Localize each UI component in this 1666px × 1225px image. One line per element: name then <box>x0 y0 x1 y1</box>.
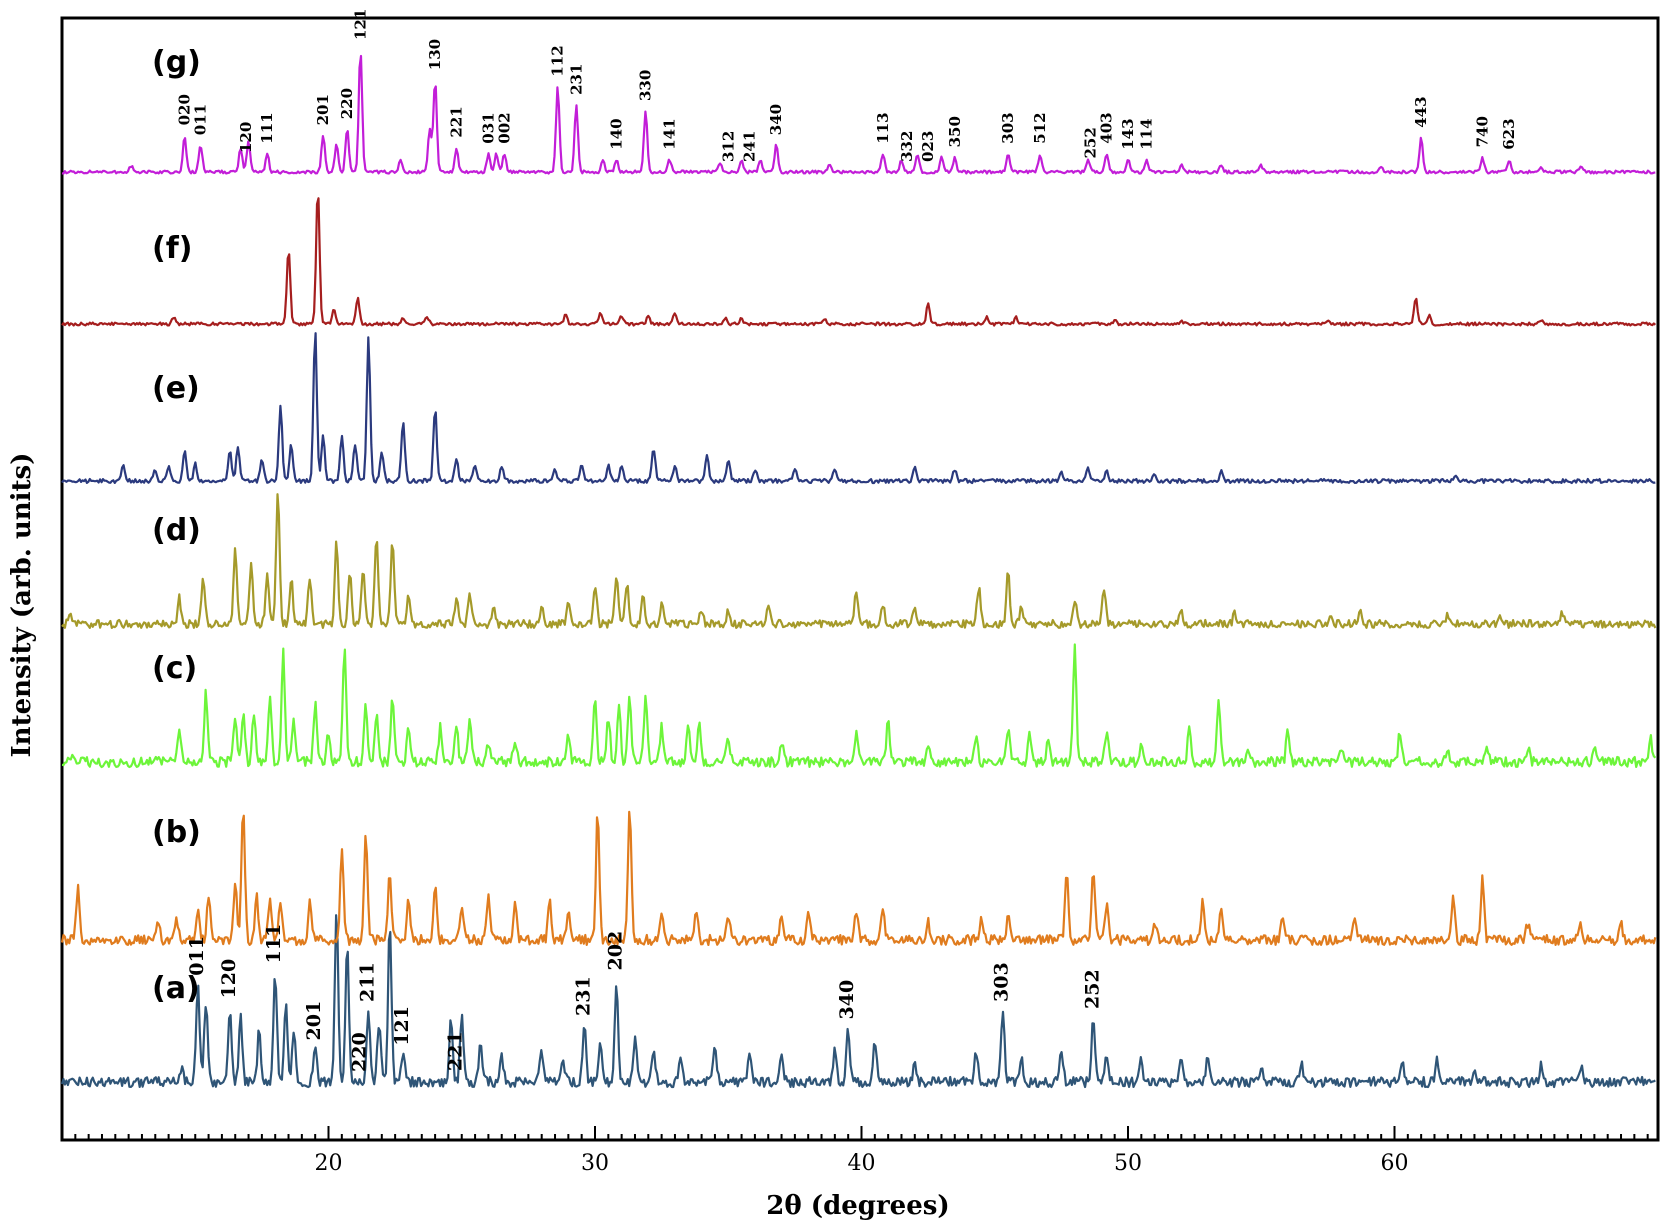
series-line-e <box>61 332 1656 485</box>
peak-annotation: 623 <box>1500 118 1518 149</box>
series-label-f: (f) <box>152 231 192 266</box>
peak-annotation: 201 <box>314 94 332 125</box>
peak-annotation: 113 <box>874 112 892 143</box>
peak-annotation: 121 <box>352 9 370 40</box>
x-tick-label: 30 <box>581 1151 609 1176</box>
peak-annotation: 340 <box>836 980 858 1020</box>
peak-annotation: 312 <box>719 131 737 162</box>
peak-annotation: 112 <box>549 45 567 76</box>
peak-annotation: 120 <box>218 959 240 999</box>
peak-annotation: 332 <box>898 131 916 162</box>
peak-annotation: 201 <box>303 1001 325 1041</box>
peak-annotation: 330 <box>637 70 655 101</box>
peak-annotation: 403 <box>1098 112 1116 143</box>
peak-annotation: 020 <box>176 94 194 125</box>
peak-annotation: 350 <box>946 116 964 147</box>
series-line-f <box>61 197 1657 327</box>
peak-annotation: 740 <box>1473 116 1491 147</box>
x-axis-title: 2θ (degrees) <box>766 1191 949 1221</box>
peak-annotation: 231 <box>572 976 594 1016</box>
series-label-e: (e) <box>152 371 200 406</box>
series-line-g <box>61 54 1656 175</box>
peak-annotation: 221 <box>444 1031 466 1071</box>
peak-annotation: 011 <box>186 936 208 976</box>
series-label-a: (a) <box>152 971 200 1006</box>
peak-annotation: 221 <box>447 106 465 137</box>
series-label-b: (b) <box>152 815 201 850</box>
peak-annotation: 241 <box>741 131 759 162</box>
peak-annotation: 121 <box>391 1006 413 1046</box>
peak-annotation: 220 <box>349 1032 371 1072</box>
series-line-d <box>61 493 1657 630</box>
x-tick-label: 40 <box>848 1151 876 1176</box>
peak-annotation: 023 <box>919 131 937 162</box>
x-tick-label: 50 <box>1114 1151 1142 1176</box>
peak-annotation: 143 <box>1119 118 1137 149</box>
peak-annotation: 252 <box>1082 127 1100 158</box>
peak-annotation: 443 <box>1412 96 1430 127</box>
x-axis-ticks: 20 30 40 50 60 <box>74 1126 1649 1176</box>
x-tick-label: 20 <box>315 1151 343 1176</box>
peak-annotation: 202 <box>604 931 626 971</box>
x-tick-label: 60 <box>1381 1151 1409 1176</box>
series-line-c <box>61 643 1657 769</box>
peak-annotation: 211 <box>357 962 379 1002</box>
peak-annotation: 011 <box>192 104 210 135</box>
peak-annotation: 220 <box>338 88 356 119</box>
peak-annotation: 130 <box>426 39 444 70</box>
peak-annotation: 141 <box>661 118 679 149</box>
peak-annotation: 002 <box>495 112 513 143</box>
peak-annotation: 231 <box>567 64 585 95</box>
series-label-c: (c) <box>152 651 197 686</box>
peak-annotation: 114 <box>1138 118 1156 149</box>
peak-annotation: 140 <box>607 118 625 149</box>
series-label-d: (d) <box>152 513 201 548</box>
peak-annotation: 120 <box>237 122 255 153</box>
series-line-a <box>60 914 1656 1089</box>
series-label-g: (g) <box>152 45 201 80</box>
peak-annotation: 252 <box>1081 969 1103 1009</box>
peak-annotation: 111 <box>263 924 285 964</box>
series-layer <box>60 54 1657 1089</box>
series-line-b <box>60 810 1657 947</box>
y-axis-title: Intensity (arb. units) <box>7 453 37 758</box>
peak-annotation: 512 <box>1031 112 1049 143</box>
peak-annotation: 031 <box>479 112 497 143</box>
plot-frame <box>60 16 1660 1142</box>
peak-annotation: 303 <box>999 112 1017 143</box>
peak-annotation: 303 <box>991 962 1013 1002</box>
peak-annotation: 111 <box>258 112 276 143</box>
peak-annotation: 340 <box>767 104 785 135</box>
